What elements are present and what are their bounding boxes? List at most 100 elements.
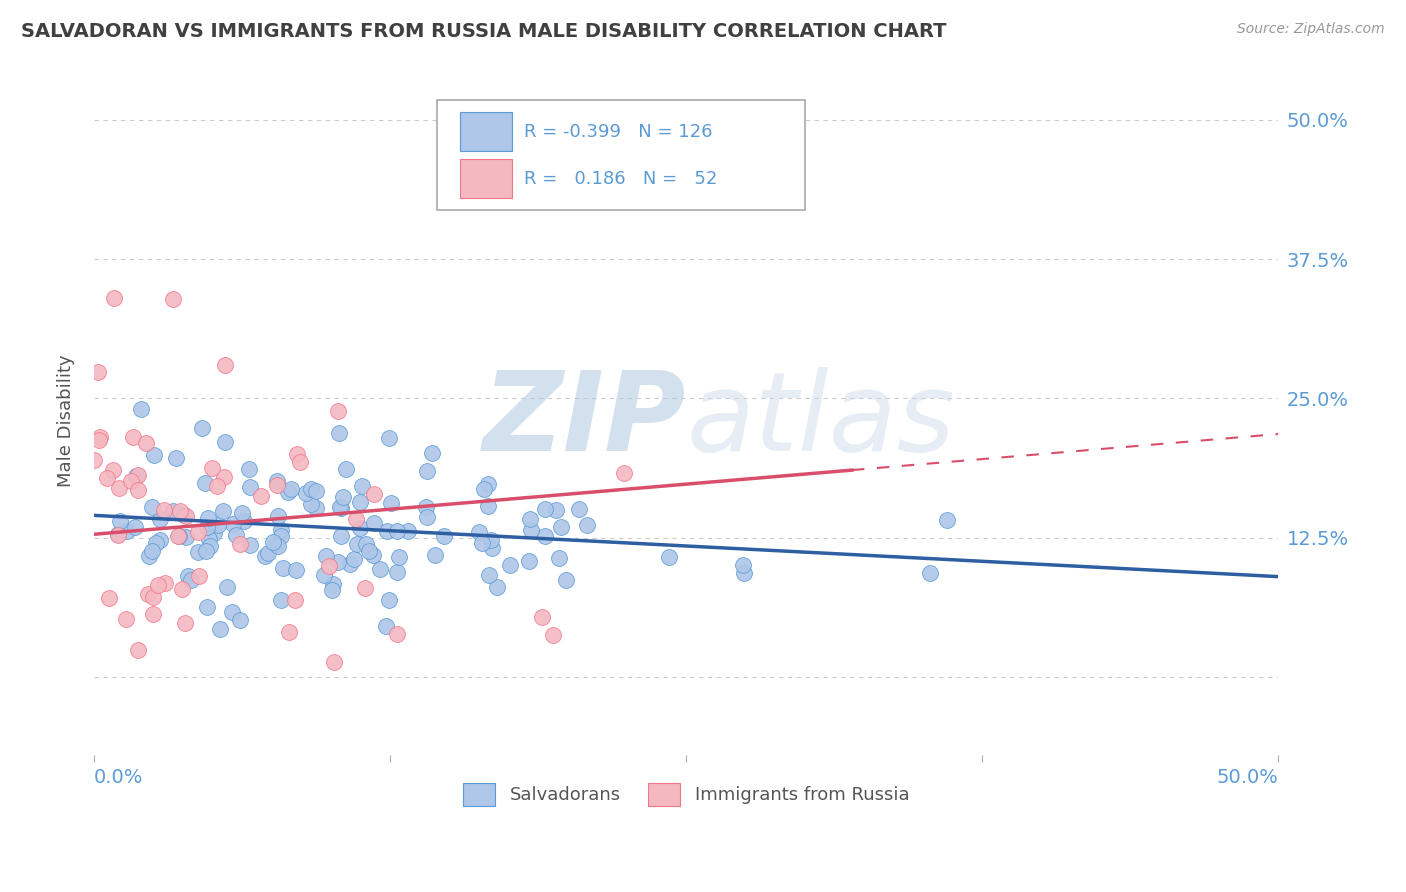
- Point: [214, 435, 236, 450]
- Point: [305, 500, 328, 515]
- Point: [180, 573, 202, 587]
- Point: [209, 622, 232, 636]
- Point: [285, 447, 308, 461]
- Point: [485, 580, 508, 594]
- Point: [127, 468, 149, 483]
- Point: [145, 536, 167, 550]
- Point: [344, 512, 367, 526]
- Point: [416, 464, 439, 478]
- Point: [267, 539, 290, 553]
- Point: [519, 512, 541, 526]
- Legend: Salvadorans, Immigrants from Russia: Salvadorans, Immigrants from Russia: [456, 776, 917, 813]
- Point: [328, 555, 350, 569]
- Point: [174, 508, 197, 523]
- Point: [388, 550, 411, 565]
- Point: [239, 480, 262, 494]
- Point: [101, 463, 124, 477]
- Point: [149, 512, 172, 526]
- Point: [162, 504, 184, 518]
- Point: [233, 515, 256, 529]
- Point: [568, 502, 591, 516]
- Point: [299, 482, 322, 496]
- Point: [330, 528, 353, 542]
- Point: [299, 497, 322, 511]
- Point: [477, 476, 499, 491]
- Point: [363, 516, 385, 531]
- Point: [195, 544, 218, 558]
- Point: [733, 558, 755, 572]
- Point: [328, 404, 350, 418]
- Point: [613, 466, 636, 480]
- Point: [125, 469, 148, 483]
- Point: [225, 527, 247, 541]
- Point: [257, 546, 280, 560]
- Point: [212, 470, 235, 484]
- Point: [322, 655, 344, 669]
- Point: [278, 624, 301, 639]
- Point: [433, 529, 456, 543]
- Point: [238, 462, 260, 476]
- Point: [202, 525, 225, 540]
- Point: [198, 539, 221, 553]
- Point: [295, 486, 318, 500]
- Point: [174, 615, 197, 630]
- Point: [270, 529, 292, 543]
- Point: [520, 523, 543, 537]
- Point: [83, 453, 105, 467]
- Point: [354, 537, 377, 551]
- Point: [280, 482, 302, 496]
- Point: [187, 568, 209, 582]
- Point: [734, 566, 756, 581]
- Point: [107, 528, 129, 542]
- Point: [87, 365, 110, 379]
- Point: [107, 527, 129, 541]
- Point: [142, 590, 165, 604]
- Point: [142, 448, 165, 462]
- Point: [138, 549, 160, 563]
- Point: [187, 524, 209, 539]
- Point: [352, 479, 374, 493]
- Point: [284, 592, 307, 607]
- Point: [167, 529, 190, 543]
- Point: [575, 518, 598, 533]
- Point: [550, 519, 572, 533]
- Point: [936, 513, 959, 527]
- Point: [361, 549, 384, 563]
- Point: [254, 549, 277, 563]
- Point: [222, 517, 245, 532]
- Point: [174, 530, 197, 544]
- Text: Source: ZipAtlas.com: Source: ZipAtlas.com: [1237, 22, 1385, 37]
- Point: [122, 430, 145, 444]
- Point: [343, 552, 366, 566]
- Point: [318, 558, 340, 573]
- Point: [477, 499, 499, 513]
- Point: [534, 501, 557, 516]
- Point: [191, 421, 214, 435]
- Point: [87, 433, 110, 447]
- Point: [544, 503, 567, 517]
- Point: [141, 543, 163, 558]
- Point: [277, 485, 299, 500]
- Point: [212, 504, 235, 518]
- Point: [329, 500, 352, 515]
- Point: [385, 566, 408, 580]
- Point: [166, 529, 188, 543]
- Y-axis label: Male Disability: Male Disability: [58, 354, 75, 487]
- Point: [658, 550, 681, 565]
- Point: [205, 478, 228, 492]
- Point: [534, 529, 557, 543]
- Point: [470, 535, 492, 549]
- Point: [357, 544, 380, 558]
- Point: [120, 475, 142, 489]
- Point: [554, 573, 576, 587]
- Text: atlas: atlas: [686, 368, 955, 475]
- Point: [416, 510, 439, 524]
- Point: [415, 500, 437, 514]
- Point: [270, 523, 292, 537]
- Point: [353, 581, 375, 595]
- Point: [541, 628, 564, 642]
- Point: [468, 525, 491, 540]
- Point: [108, 514, 131, 528]
- Point: [548, 551, 571, 566]
- Point: [264, 537, 287, 551]
